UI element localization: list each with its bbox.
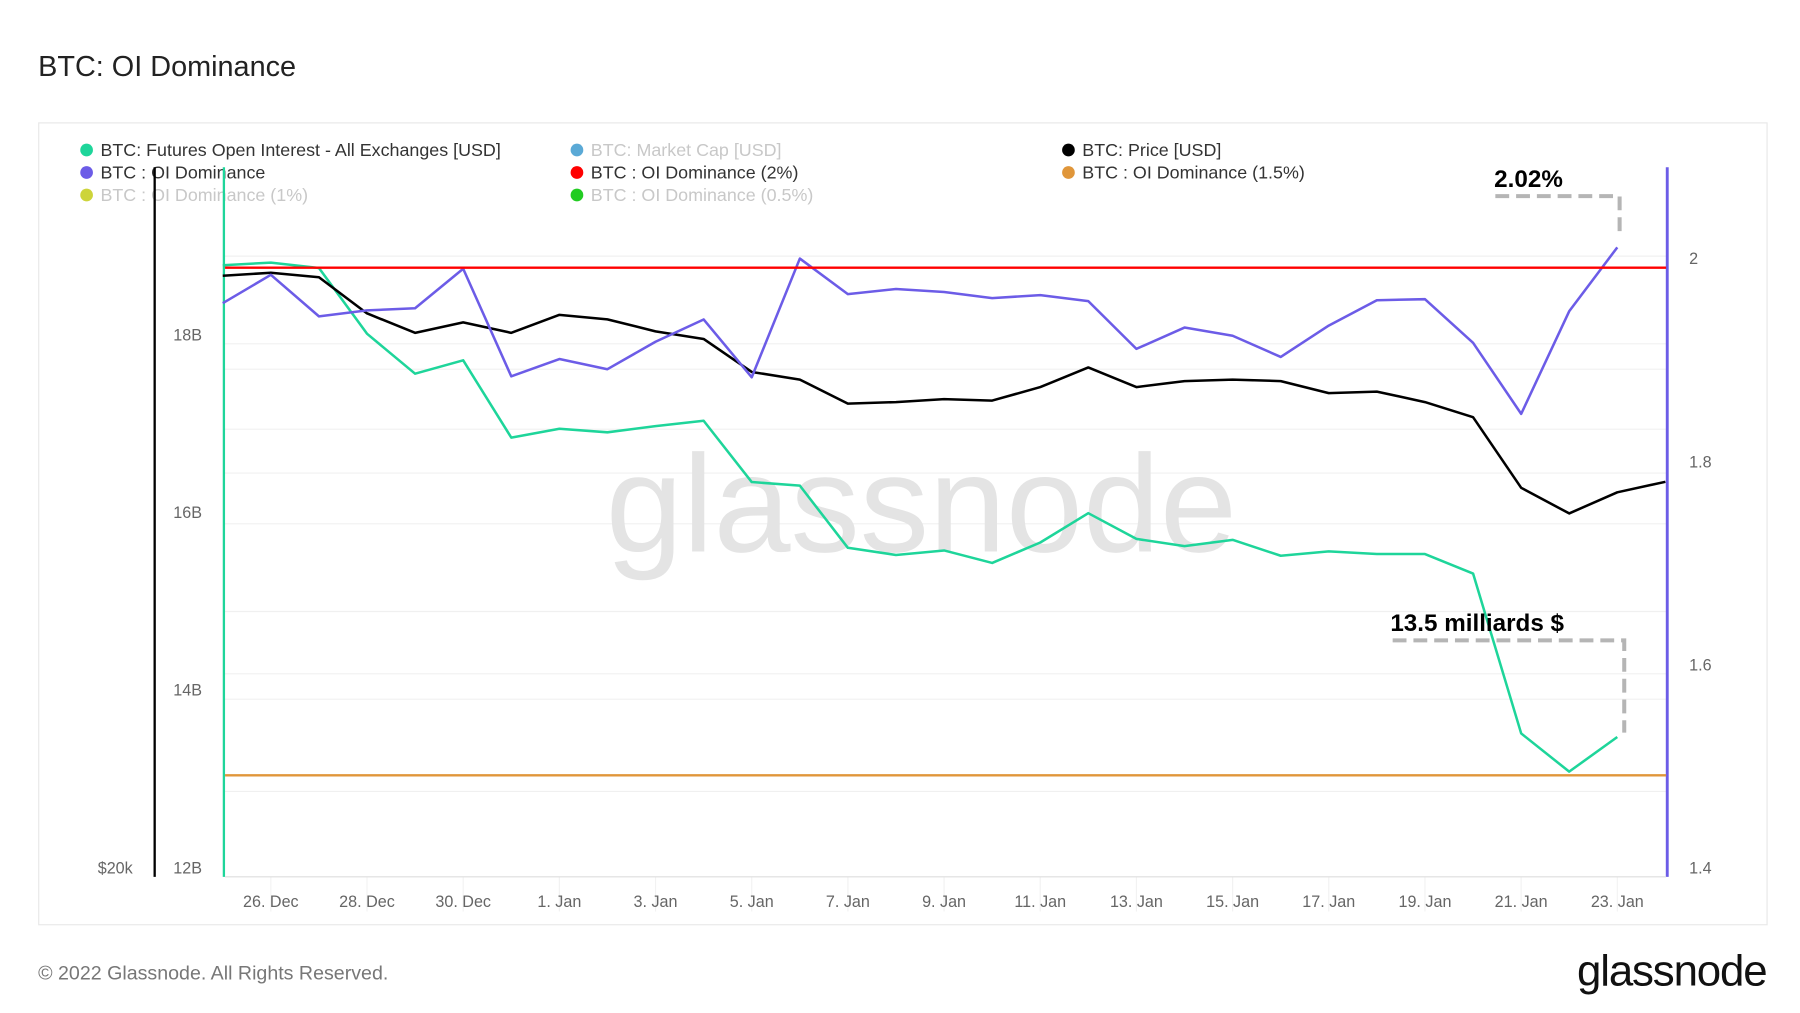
- legend-marker: [570, 188, 584, 202]
- legend-item: BTC : OI Dominance (2%): [591, 162, 799, 182]
- x-tick-label: 26. Dec: [243, 893, 299, 911]
- x-tick-label: 21. Jan: [1495, 893, 1548, 911]
- annotation-dominance: 2.02%: [1494, 166, 1563, 193]
- legend-marker: [80, 166, 93, 179]
- annotations: 2.02% 13.5 milliards $: [1390, 166, 1627, 733]
- oi-tick-label: 18B: [173, 326, 202, 344]
- x-tick-label: 23. Jan: [1591, 893, 1644, 911]
- copyright-footer: © 2022 Glassnode. All Rights Reserved.: [38, 963, 388, 985]
- watermark: glassnode: [606, 427, 1237, 581]
- x-tick-label: 13. Jan: [1110, 893, 1163, 911]
- legend-item: BTC : OI Dominance (1%): [100, 185, 308, 205]
- x-tick-label: 1. Jan: [537, 893, 581, 911]
- dominance-tick-label: 1.4: [1689, 859, 1711, 877]
- page-title: BTC: OI Dominance: [38, 51, 296, 83]
- glassnode-logo: glassnode: [1577, 946, 1766, 995]
- dominance-tick-label: 1.8: [1689, 453, 1711, 471]
- x-tick-label: 11. Jan: [1014, 893, 1066, 911]
- legend-marker: [80, 188, 93, 202]
- x-tick-label: 3. Jan: [634, 893, 678, 911]
- x-tick-label: 5. Jan: [730, 893, 774, 911]
- x-tick-label: 17. Jan: [1302, 893, 1355, 911]
- x-tick-label: 15. Jan: [1206, 893, 1259, 911]
- oi-tick-label: 12B: [173, 859, 202, 877]
- oi-tick-label: 16B: [173, 504, 202, 522]
- x-tick-label: 28. Dec: [339, 893, 395, 911]
- annotation-oi: 13.5 milliards $: [1390, 610, 1564, 637]
- series-line: [222, 246, 1619, 416]
- legend-marker: [1062, 166, 1075, 179]
- price-tick-label: $20k: [98, 859, 134, 877]
- annotation-leader: [1392, 638, 1627, 733]
- x-tick-label: 30. Dec: [435, 893, 491, 911]
- x-tick-label: 9. Jan: [922, 893, 966, 911]
- axes: 12B 14B 16B 18B $20k 1.4 1.6 1.8 2 26. Dec 28. Dec…: [98, 167, 1712, 911]
- legend-marker: [570, 143, 584, 157]
- legend: BTC: Futures Open Interest - All Exchang…: [80, 140, 1305, 205]
- x-tick-label: 19. Jan: [1398, 893, 1451, 911]
- legend-item: BTC : OI Dominance (1.5%): [1082, 162, 1305, 182]
- legend-item: BTC: Price [USD]: [1082, 140, 1221, 160]
- legend-item: BTC: Futures Open Interest - All Exchang…: [100, 140, 500, 160]
- grid: [225, 255, 1667, 912]
- legend-item: BTC : OI Dominance: [100, 162, 265, 182]
- legend-marker: [1062, 143, 1075, 157]
- x-tick-label: 7. Jan: [826, 893, 870, 911]
- series-layer: [222, 246, 1667, 777]
- dominance-tick-label: 2: [1689, 250, 1698, 268]
- dominance-tick-label: 1.6: [1689, 656, 1711, 674]
- legend-item: BTC: Market Cap [USD]: [591, 140, 782, 160]
- series-line: [222, 271, 1666, 515]
- legend-marker: [80, 143, 93, 157]
- legend-item: BTC : OI Dominance (0.5%): [591, 185, 814, 205]
- annotation-leader: [1495, 194, 1622, 237]
- oi-tick-label: 14B: [173, 682, 202, 700]
- legend-marker: [570, 166, 584, 179]
- series-line: [222, 261, 1619, 773]
